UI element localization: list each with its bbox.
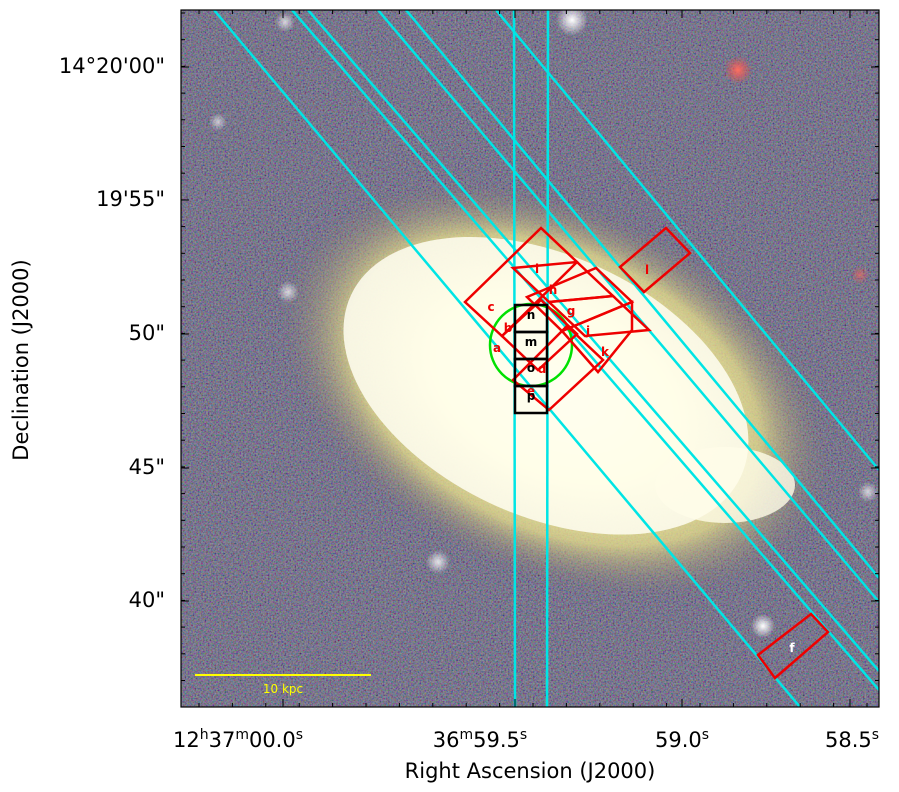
- y-axis-title: Declination (J2000): [9, 259, 33, 460]
- region-label-b: b: [504, 321, 513, 335]
- black-boxes: [513, 303, 549, 415]
- region-label-g: g: [567, 304, 576, 318]
- region-label-a: a: [493, 341, 501, 355]
- region-label-d: d: [538, 362, 547, 376]
- dec-tick-label: 40": [129, 588, 165, 612]
- x-axis-title: Right Ascension (J2000): [405, 759, 656, 783]
- region-label-c: c: [487, 300, 494, 314]
- region-label-l: l: [645, 263, 649, 277]
- region-label-n: n: [527, 308, 536, 322]
- ra-tick-labels: 12h37m00.0s 36m59.5s 59.0s 58.5s: [173, 727, 879, 752]
- ra-tick-label: 12h37m00.0s: [173, 727, 303, 752]
- dec-tick-label: 45": [129, 455, 165, 479]
- region-label-m: m: [525, 335, 538, 349]
- dec-tick-label: 14°20'00": [59, 54, 165, 78]
- ra-tick-label: 59.0s: [655, 727, 709, 752]
- ra-tick-label: 36m59.5s: [433, 727, 527, 752]
- scale-bar-label: 10 kpc: [263, 682, 303, 696]
- region-label-p: p: [527, 389, 536, 403]
- dec-tick-labels: 14°20'00" 19'55" 50" 45" 40": [59, 54, 165, 612]
- region-label-f: f: [789, 641, 795, 655]
- region-label-i: i: [535, 262, 539, 276]
- region-label-k: k: [601, 345, 610, 359]
- region-label-e: e: [527, 384, 535, 398]
- red-regions: [463, 226, 830, 680]
- dec-tick-label: 50": [129, 321, 165, 345]
- plot-frame: [180, 9, 880, 708]
- region-label-o: o: [527, 361, 535, 375]
- ra-tick-label: 58.5s: [825, 727, 879, 752]
- region-label-h: h: [549, 283, 558, 297]
- sky-image: abc de f ghi jk l mn op 10 kpc: [181, 10, 879, 707]
- dec-tick-label: 19'55": [96, 187, 165, 211]
- region-label-j: j: [585, 324, 590, 338]
